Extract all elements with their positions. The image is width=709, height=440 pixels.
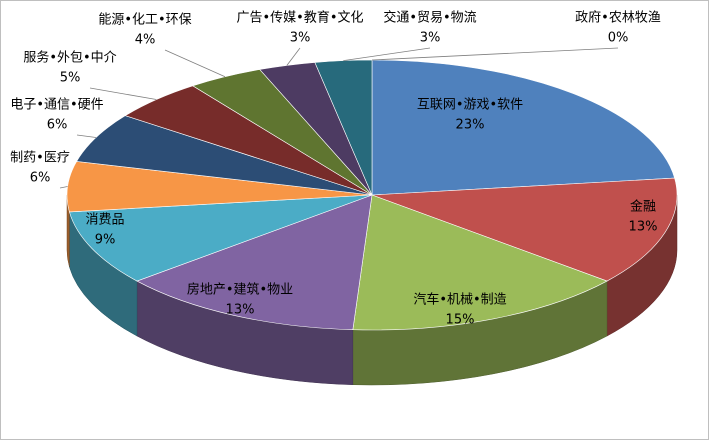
- slice: [136, 194, 373, 331]
- data-labels: 互联网•游戏•软件 23% 金融 13% 汽车•机械•制造 15% 房地产•建筑•物业 13%…: [10, 10, 661, 328]
- slice: [371, 59, 675, 196]
- value-label: 23%: [456, 118, 485, 133]
- category-label: 互联网•游戏•软件: [417, 98, 523, 113]
- value-label: 13%: [226, 303, 255, 318]
- value-label: 6%: [30, 171, 51, 186]
- value-label: 6%: [47, 118, 68, 133]
- value-label: 9%: [95, 233, 116, 248]
- leader-line: [164, 49, 226, 78]
- category-label: 汽车•机械•制造: [413, 292, 506, 308]
- category-label: 消费品: [85, 213, 124, 228]
- value-label: 13%: [629, 220, 658, 235]
- leader-line: [343, 47, 431, 61]
- slice: [69, 194, 373, 282]
- value-label: 15%: [446, 313, 475, 328]
- slice-sides: [66, 194, 678, 386]
- leader-line: [76, 134, 97, 138]
- value-label: 3%: [290, 31, 311, 46]
- category-label: 电子•通信•硬件: [10, 98, 103, 113]
- category-label: 制药•医疗: [10, 151, 70, 166]
- value-label: 0%: [608, 31, 629, 46]
- slice-tops: [66, 59, 678, 331]
- leader-line: [59, 186, 68, 189]
- value-label: 5%: [60, 71, 81, 86]
- category-label: 金融: [630, 199, 656, 215]
- value-label: 3%: [420, 31, 441, 46]
- category-label: 服务•外包•中介: [23, 50, 116, 66]
- leader-line: [371, 47, 619, 61]
- category-label: 房地产•建筑•物业: [187, 282, 293, 298]
- value-label: 4%: [135, 33, 156, 48]
- category-label: 政府•农林牧渔: [575, 11, 661, 26]
- slice: [371, 177, 678, 282]
- category-label: 交通•贸易•物流: [383, 10, 476, 26]
- category-label: 广告•传媒•教育•文化: [236, 10, 363, 26]
- slice: [352, 194, 608, 331]
- leader-line: [286, 47, 301, 66]
- leader-line: [89, 87, 157, 100]
- category-label: 能源•化工•环保: [98, 13, 191, 28]
